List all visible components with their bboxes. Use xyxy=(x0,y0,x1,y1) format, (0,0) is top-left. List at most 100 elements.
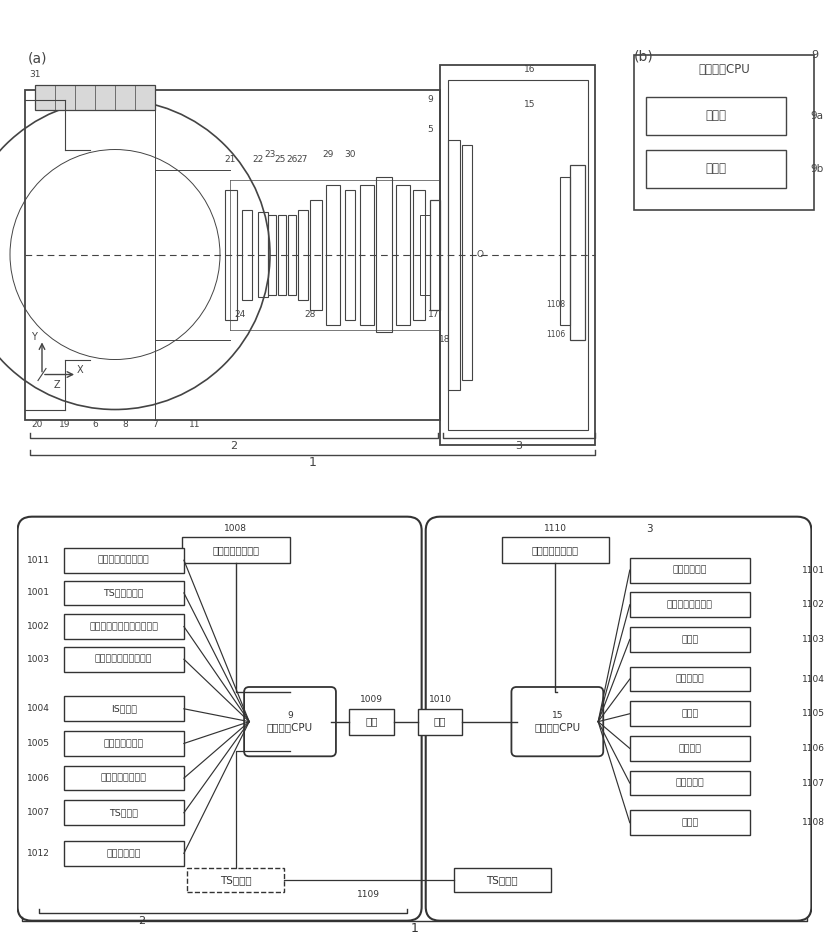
Text: 9: 9 xyxy=(286,711,292,720)
Text: フォーカス操作回転検出部: フォーカス操作回転検出部 xyxy=(89,622,158,631)
Text: 26: 26 xyxy=(286,155,297,164)
Text: 絞り操作回転検出部: 絞り操作回転検出部 xyxy=(98,556,149,565)
Text: 19: 19 xyxy=(59,420,70,429)
Bar xyxy=(64,731,184,756)
Text: 18: 18 xyxy=(439,335,450,344)
Bar xyxy=(287,215,296,294)
Bar xyxy=(64,766,184,790)
Bar xyxy=(267,215,276,294)
Text: 15: 15 xyxy=(551,711,562,720)
Text: レリーズスイッチ: レリーズスイッチ xyxy=(667,601,712,609)
Text: 1103: 1103 xyxy=(802,635,824,644)
Text: 1007: 1007 xyxy=(26,808,50,817)
Text: 9a: 9a xyxy=(809,110,822,120)
Text: 1010: 1010 xyxy=(428,696,451,704)
Text: 2: 2 xyxy=(230,441,238,450)
Text: 表示部: 表示部 xyxy=(681,818,698,828)
Text: 測光部: 測光部 xyxy=(681,635,698,644)
Text: 電磁絞り駆動部: 電磁絞り駆動部 xyxy=(104,739,144,748)
Bar xyxy=(447,139,460,389)
Text: 焦点検出部: 焦点検出部 xyxy=(675,674,704,684)
Text: 6: 6 xyxy=(92,420,98,429)
Bar xyxy=(325,185,339,324)
Bar xyxy=(310,200,321,309)
Bar xyxy=(64,800,184,825)
Text: 取得部: 取得部 xyxy=(705,109,725,122)
Text: 1104: 1104 xyxy=(802,674,824,684)
Text: 31: 31 xyxy=(29,70,41,79)
Text: 1006: 1006 xyxy=(26,773,50,783)
Text: IS駆動部: IS駆動部 xyxy=(111,704,137,714)
Text: 9: 9 xyxy=(426,95,432,104)
Text: ズーム操作回転検出部: ズーム操作回転検出部 xyxy=(95,655,152,664)
Text: 5: 5 xyxy=(426,125,432,134)
Bar xyxy=(64,615,184,639)
Bar xyxy=(629,771,749,796)
Bar xyxy=(412,190,425,319)
Text: レンズ側CPU: レンズ側CPU xyxy=(267,723,313,732)
Text: 2: 2 xyxy=(137,915,145,926)
Text: 16: 16 xyxy=(523,65,535,74)
Text: 9: 9 xyxy=(810,50,817,60)
Text: TS指示部: TS指示部 xyxy=(220,875,252,885)
Bar xyxy=(359,185,373,324)
Text: 1012: 1012 xyxy=(26,849,50,857)
Text: フォーカス駆動部: フォーカス駆動部 xyxy=(100,773,147,783)
Bar xyxy=(645,96,785,134)
Text: 1005: 1005 xyxy=(26,739,50,748)
Text: 被写体記憶部: 被写体記憶部 xyxy=(106,849,141,857)
Text: 1: 1 xyxy=(308,456,316,469)
Text: 画像記録部: 画像記録部 xyxy=(675,779,704,787)
Text: 1101: 1101 xyxy=(802,566,824,574)
Bar xyxy=(417,709,462,734)
Bar xyxy=(187,868,284,893)
Text: 1110: 1110 xyxy=(543,524,566,533)
Text: TS操作検出部: TS操作検出部 xyxy=(104,588,144,598)
Text: 15: 15 xyxy=(523,100,535,109)
Bar xyxy=(645,149,785,188)
Bar xyxy=(629,701,749,726)
Bar xyxy=(629,592,749,617)
Text: 1009: 1009 xyxy=(359,696,383,704)
Text: レンズ側CPU: レンズ側CPU xyxy=(697,63,749,76)
Bar xyxy=(629,558,749,583)
Text: (a): (a) xyxy=(28,51,47,65)
Bar xyxy=(629,667,749,691)
Text: 1011: 1011 xyxy=(26,556,50,565)
Text: TS駆動部: TS駆動部 xyxy=(109,808,138,817)
Text: 11: 11 xyxy=(189,420,200,429)
Bar xyxy=(344,190,354,319)
Text: 1105: 1105 xyxy=(802,709,824,718)
Bar xyxy=(629,736,749,761)
Bar xyxy=(277,215,286,294)
Text: 3: 3 xyxy=(645,524,652,533)
Bar xyxy=(64,548,184,573)
Bar xyxy=(182,537,289,563)
Bar xyxy=(242,209,252,300)
Text: 1109: 1109 xyxy=(357,890,379,899)
Text: 23: 23 xyxy=(264,150,276,159)
Text: カメラ側CPU: カメラ側CPU xyxy=(533,723,580,732)
Bar xyxy=(461,145,471,379)
FancyBboxPatch shape xyxy=(511,687,603,757)
Text: 9b: 9b xyxy=(809,163,822,174)
Bar xyxy=(629,811,749,835)
Bar xyxy=(560,177,570,324)
Bar xyxy=(297,209,308,300)
Bar xyxy=(440,64,595,445)
Bar xyxy=(501,537,608,563)
Bar xyxy=(25,90,440,419)
Text: TS指示部: TS指示部 xyxy=(486,875,518,885)
Text: 1106: 1106 xyxy=(546,330,565,339)
Text: 1002: 1002 xyxy=(26,622,50,631)
Text: 30: 30 xyxy=(344,150,355,159)
Bar xyxy=(447,79,587,430)
Text: 1008: 1008 xyxy=(224,524,247,533)
Text: 1106: 1106 xyxy=(802,743,824,753)
Text: O: O xyxy=(476,250,483,259)
Bar xyxy=(430,200,440,309)
Text: 露光部: 露光部 xyxy=(681,709,698,718)
Text: 電源スイッチ: 電源スイッチ xyxy=(672,566,706,574)
Text: 1004: 1004 xyxy=(26,704,50,714)
Bar xyxy=(258,211,267,296)
